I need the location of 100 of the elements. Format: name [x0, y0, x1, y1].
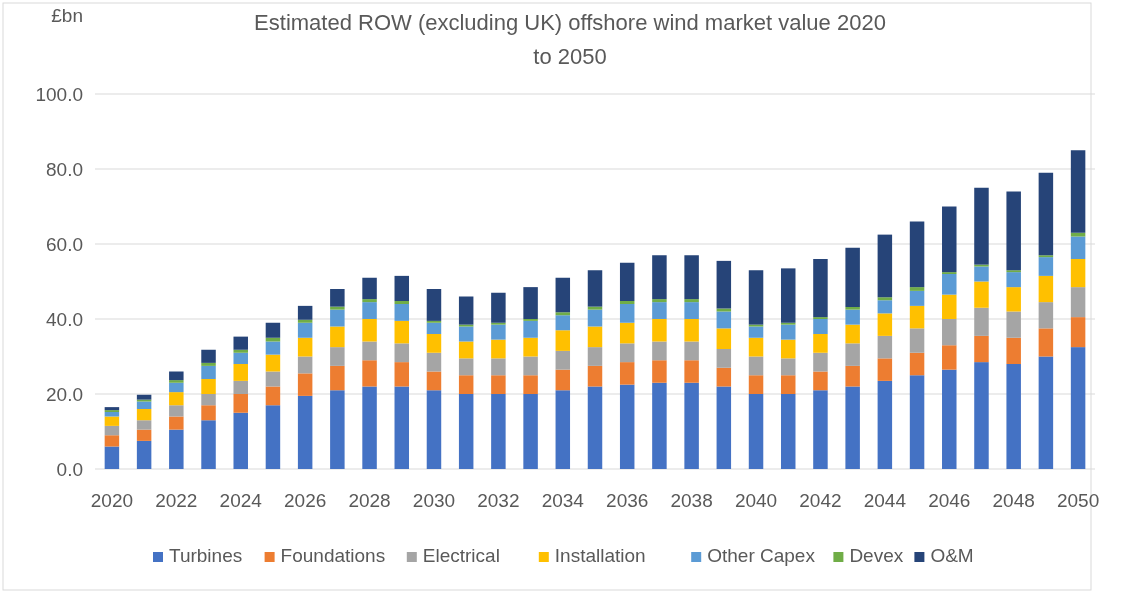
bar: [426, 334, 442, 353]
bar: [813, 390, 828, 469]
bar: [136, 394, 152, 400]
bar: [330, 309, 345, 327]
x-tick-label: 2028: [348, 490, 391, 511]
bar: [362, 360, 377, 387]
bar: [362, 341, 377, 361]
bar: [330, 326, 345, 348]
bar: [845, 309, 860, 325]
bar: [394, 362, 410, 387]
bar: [491, 375, 506, 394]
bar: [1038, 356, 1054, 469]
bar: [426, 322, 442, 334]
bar: [297, 319, 313, 323]
bar: [684, 302, 699, 319]
bar: [942, 274, 957, 295]
bar: [555, 277, 571, 313]
bar: [523, 356, 538, 376]
bar: [587, 270, 603, 307]
bar: [684, 255, 699, 300]
bar: [458, 341, 474, 359]
bar: [1038, 172, 1054, 256]
bar: [426, 390, 442, 469]
bar: [845, 247, 860, 307]
bar: [909, 375, 925, 469]
bar: [877, 380, 893, 469]
bar: [233, 412, 248, 469]
x-tick-label: 2032: [477, 490, 520, 511]
bar: [297, 305, 313, 320]
legend-label: O&M: [930, 544, 974, 566]
bar: [1006, 337, 1021, 364]
bar: [909, 305, 925, 329]
bar: [684, 382, 699, 469]
bar: [716, 260, 732, 309]
x-tick-label: 2020: [90, 490, 134, 511]
bar: [684, 341, 699, 361]
legend-label: Installation: [554, 544, 646, 566]
bar: [1070, 236, 1086, 259]
bar: [233, 336, 248, 350]
bar: [458, 394, 474, 469]
x-tick-label: 2042: [799, 490, 842, 511]
bar: [394, 304, 410, 321]
legend-label: Turbines: [169, 544, 243, 566]
bar: [684, 299, 699, 303]
bar: [942, 319, 957, 346]
bar: [297, 373, 313, 396]
bar: [362, 386, 377, 469]
bar: [169, 416, 184, 430]
bar: [362, 319, 377, 342]
bar: [297, 322, 313, 338]
bar: [587, 309, 603, 327]
x-tick-label: 2044: [863, 490, 907, 511]
bar: [652, 341, 667, 361]
bar: [458, 358, 474, 376]
bar: [652, 382, 667, 469]
bar: [394, 386, 410, 469]
bar: [491, 339, 506, 359]
bar: [1006, 287, 1021, 312]
bar: [909, 352, 925, 376]
bar: [974, 187, 989, 265]
bar: [362, 277, 377, 300]
x-tick-label: 2048: [992, 490, 1035, 511]
x-tick-label: 2040: [734, 490, 778, 511]
bar: [136, 401, 152, 409]
legend-label: Electrical: [422, 544, 500, 566]
bar: [491, 394, 506, 469]
legend-label: Foundations: [280, 544, 386, 566]
bar: [169, 380, 184, 383]
bar: [523, 337, 538, 357]
bar: [652, 319, 667, 342]
bar: [104, 416, 120, 426]
bar: [587, 326, 603, 348]
bar: [1070, 347, 1086, 469]
x-tick-label: 2036: [606, 490, 649, 511]
y-tick-label: 80.0: [46, 158, 83, 180]
bar: [491, 358, 506, 376]
bar: [104, 446, 120, 469]
x-tick-label: 2050: [1056, 490, 1100, 511]
x-tick-label: 2024: [219, 490, 263, 511]
bar: [330, 289, 345, 307]
bar: [104, 412, 120, 417]
bar: [136, 409, 152, 421]
bar: [877, 234, 893, 298]
bar: [974, 362, 989, 469]
bar: [426, 289, 442, 321]
bar: [877, 297, 893, 301]
bar: [877, 358, 893, 381]
bar: [265, 405, 281, 469]
bar: [201, 420, 216, 469]
bar: [684, 360, 699, 383]
bar: [491, 292, 506, 323]
bar: [104, 435, 120, 447]
bar: [652, 302, 667, 319]
bar: [555, 350, 571, 370]
bar: [297, 356, 313, 374]
bar: [169, 405, 184, 417]
bar: [587, 306, 603, 310]
bar: [942, 369, 957, 469]
bar: [619, 262, 635, 301]
bar: [169, 429, 184, 469]
